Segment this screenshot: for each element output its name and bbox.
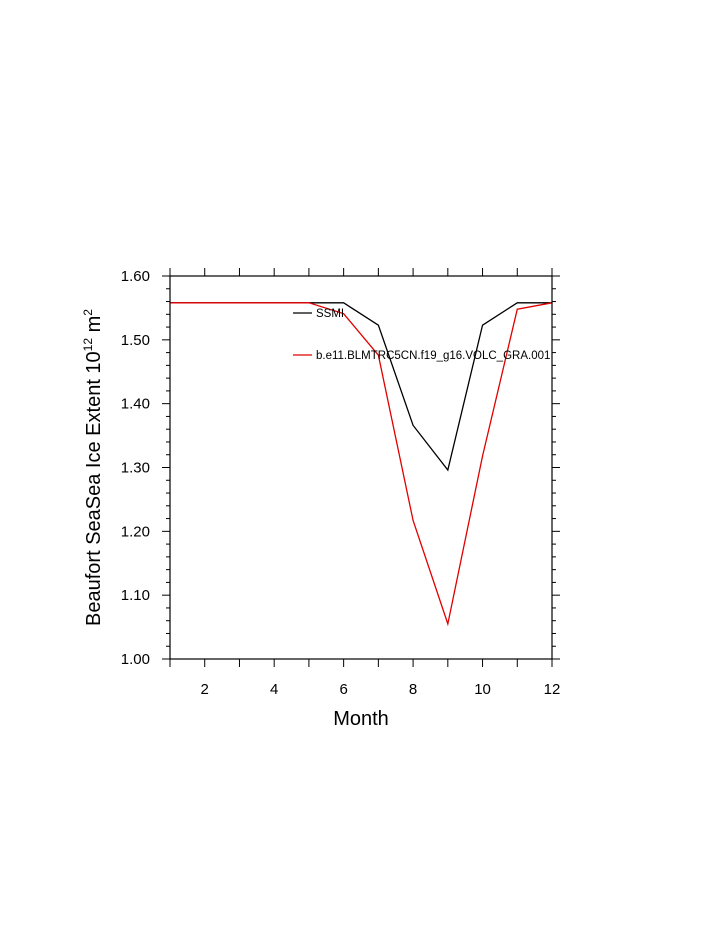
axis-ticks xyxy=(162,268,560,667)
y-tick-label: 1.40 xyxy=(121,396,150,413)
y-axis-title-exponent: 12 xyxy=(81,338,95,352)
series-line-1 xyxy=(170,302,552,472)
tick-labels: 2 4 6 8 10 12 1.00 1.10 1.20 1.30 1.40 1.50 1.60 xyxy=(121,268,561,698)
y-axis-title-unit: m xyxy=(83,316,105,338)
series-line-2 xyxy=(170,302,553,627)
x-axis-title: Month xyxy=(333,708,389,730)
x-tick-label: 8 xyxy=(409,681,417,698)
y-tick-label: 1.30 xyxy=(121,460,150,477)
series-lines xyxy=(170,302,553,627)
y-axis-title: Beaufort SeaSea Ice Extent 1012 m2 xyxy=(81,309,105,626)
y-axis-title-prefix: Beaufort SeaSea Ice Extent 10 xyxy=(83,351,105,626)
y-tick-label: 1.50 xyxy=(121,332,150,349)
x-tick-label: 10 xyxy=(474,681,491,698)
legend-label: b.e11.BLMTRC5CN.f19_g16.VOLC_GRA.001 xyxy=(316,350,550,362)
x-tick-label: 4 xyxy=(270,681,278,698)
x-tick-label: 6 xyxy=(339,681,347,698)
y-tick-label: 1.20 xyxy=(121,523,150,540)
y-tick-label: 1.10 xyxy=(121,587,150,604)
y-tick-label: 1.60 xyxy=(121,268,150,285)
plot-frame xyxy=(169,275,553,660)
legend: SSMI b.e11.BLMTRC5CN.f19_g16.VOLC_GRA.001 xyxy=(293,308,550,362)
y-axis-title-unit-exponent: 2 xyxy=(81,309,95,316)
legend-label: SSMI xyxy=(316,308,344,320)
x-tick-label: 12 xyxy=(544,681,561,698)
y-tick-label: 1.00 xyxy=(121,651,150,668)
x-tick-label: 2 xyxy=(201,681,209,698)
